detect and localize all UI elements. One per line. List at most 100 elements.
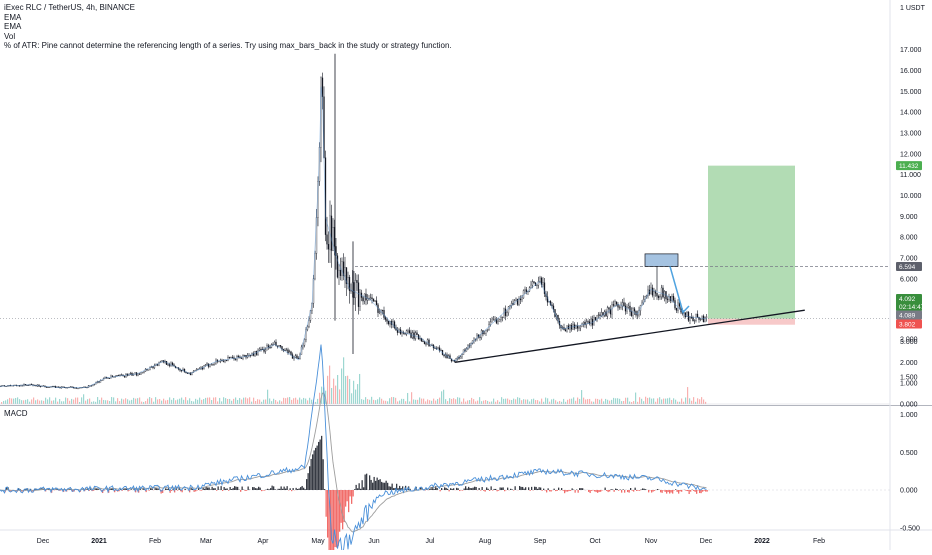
macd-legend[interactable]: MACD bbox=[4, 409, 28, 418]
macd-histogram-bar bbox=[539, 487, 540, 490]
volume-bar bbox=[137, 398, 138, 404]
candle-body bbox=[22, 386, 23, 387]
candle-body bbox=[144, 371, 145, 372]
volume-bar bbox=[645, 397, 646, 404]
macd-histogram-bar bbox=[575, 490, 576, 493]
volume-bar bbox=[267, 390, 268, 404]
candle-body bbox=[663, 288, 664, 297]
legend-vol[interactable]: Vol bbox=[4, 32, 452, 42]
volume-bar bbox=[317, 399, 318, 404]
macd-histogram-bar bbox=[383, 483, 384, 490]
candle-body bbox=[375, 301, 376, 302]
macd-histogram-bar bbox=[476, 487, 477, 490]
candle-body bbox=[693, 317, 694, 320]
volume-bar bbox=[555, 400, 556, 404]
volume-bar bbox=[169, 397, 170, 404]
legend-ema-1[interactable]: EMA bbox=[4, 13, 452, 23]
candle-body bbox=[231, 357, 232, 358]
candle-body bbox=[307, 326, 308, 329]
volume-bar bbox=[411, 392, 412, 404]
legend-ema-2[interactable]: EMA bbox=[4, 22, 452, 32]
volume-bar bbox=[517, 397, 518, 404]
candle-body bbox=[523, 291, 524, 298]
candle-body bbox=[279, 345, 280, 346]
volume-bar bbox=[667, 398, 668, 404]
macd-histogram-bar bbox=[221, 486, 222, 490]
volume-bar bbox=[441, 391, 442, 404]
volume-bar bbox=[41, 400, 42, 404]
volume-bar bbox=[457, 397, 458, 404]
volume-bar bbox=[91, 402, 92, 404]
volume-bar bbox=[329, 366, 330, 404]
macd-histogram-bar bbox=[504, 490, 505, 491]
volume-bar bbox=[19, 399, 20, 404]
candle-body bbox=[331, 216, 332, 251]
volume-bar bbox=[537, 400, 538, 404]
volume-bar bbox=[245, 397, 246, 404]
volume-bar bbox=[387, 401, 388, 404]
candle-body bbox=[609, 308, 610, 310]
macd-histogram-bar bbox=[600, 490, 601, 492]
volume-bar bbox=[263, 400, 264, 404]
macd-histogram-bar bbox=[297, 489, 298, 490]
volume-bar bbox=[397, 401, 398, 404]
candle-body bbox=[256, 351, 257, 354]
macd-histogram-bar bbox=[488, 489, 489, 490]
volume-bar bbox=[237, 400, 238, 404]
volume-bar bbox=[571, 399, 572, 404]
macd-histogram-bar bbox=[216, 490, 217, 491]
price-tick-label: 11.000 bbox=[900, 172, 921, 179]
candle-body bbox=[499, 319, 500, 321]
volume-bar bbox=[221, 401, 222, 404]
volume-bar bbox=[157, 399, 158, 404]
volume-bar bbox=[655, 402, 656, 404]
volume-bar bbox=[307, 400, 308, 404]
candle-body bbox=[235, 359, 236, 360]
volume-bar bbox=[123, 399, 124, 404]
candle-body bbox=[328, 244, 329, 249]
macd-histogram-bar bbox=[581, 488, 582, 490]
volume-bar bbox=[513, 399, 514, 404]
volume-bar bbox=[605, 399, 606, 404]
candle-body bbox=[621, 306, 622, 307]
candle-body bbox=[495, 319, 496, 320]
macd-histogram-bar bbox=[327, 490, 328, 538]
macd-histogram-bar bbox=[155, 488, 156, 490]
volume-bar bbox=[445, 399, 446, 404]
volume-bar bbox=[171, 400, 172, 404]
volume-bar bbox=[643, 401, 644, 404]
macd-histogram-bar bbox=[351, 490, 352, 504]
candle-body bbox=[480, 337, 481, 338]
volume-bar bbox=[637, 402, 638, 404]
macd-histogram-bar bbox=[165, 488, 166, 490]
macd-histogram-bar bbox=[246, 490, 247, 491]
volume-bar bbox=[255, 401, 256, 404]
chart-legend[interactable]: iExec RLC / TetherUS, 4h, BINANCE EMA EM… bbox=[4, 3, 452, 51]
candle-body bbox=[348, 277, 349, 283]
volume-bar bbox=[535, 400, 536, 404]
candle-body bbox=[655, 292, 656, 294]
macd-histogram-bar bbox=[156, 488, 157, 490]
volume-bar bbox=[439, 398, 440, 404]
volume-bar bbox=[549, 402, 550, 404]
price-tick-label: 10.000 bbox=[900, 193, 922, 200]
macd-histogram-bar bbox=[572, 488, 573, 490]
legend-title[interactable]: iExec RLC / TetherUS, 4h, BINANCE bbox=[4, 3, 452, 13]
macd-histogram-bar bbox=[386, 481, 387, 490]
macd-histogram-bar bbox=[272, 486, 273, 490]
volume-bar bbox=[365, 397, 366, 404]
volume-bar bbox=[103, 400, 104, 404]
macd-histogram-bar bbox=[660, 490, 661, 492]
macd-histogram-bar bbox=[614, 490, 615, 492]
macd-histogram-bar bbox=[384, 483, 385, 490]
volume-bar bbox=[541, 399, 542, 404]
volume-bar bbox=[623, 401, 624, 404]
candle-body bbox=[265, 350, 266, 351]
macd-histogram-bar bbox=[362, 480, 363, 490]
macd-histogram-bar bbox=[279, 489, 280, 490]
volume-bar bbox=[425, 401, 426, 404]
volume-bar bbox=[341, 368, 342, 404]
volume-bar bbox=[413, 399, 414, 404]
volume-bar bbox=[495, 402, 496, 404]
